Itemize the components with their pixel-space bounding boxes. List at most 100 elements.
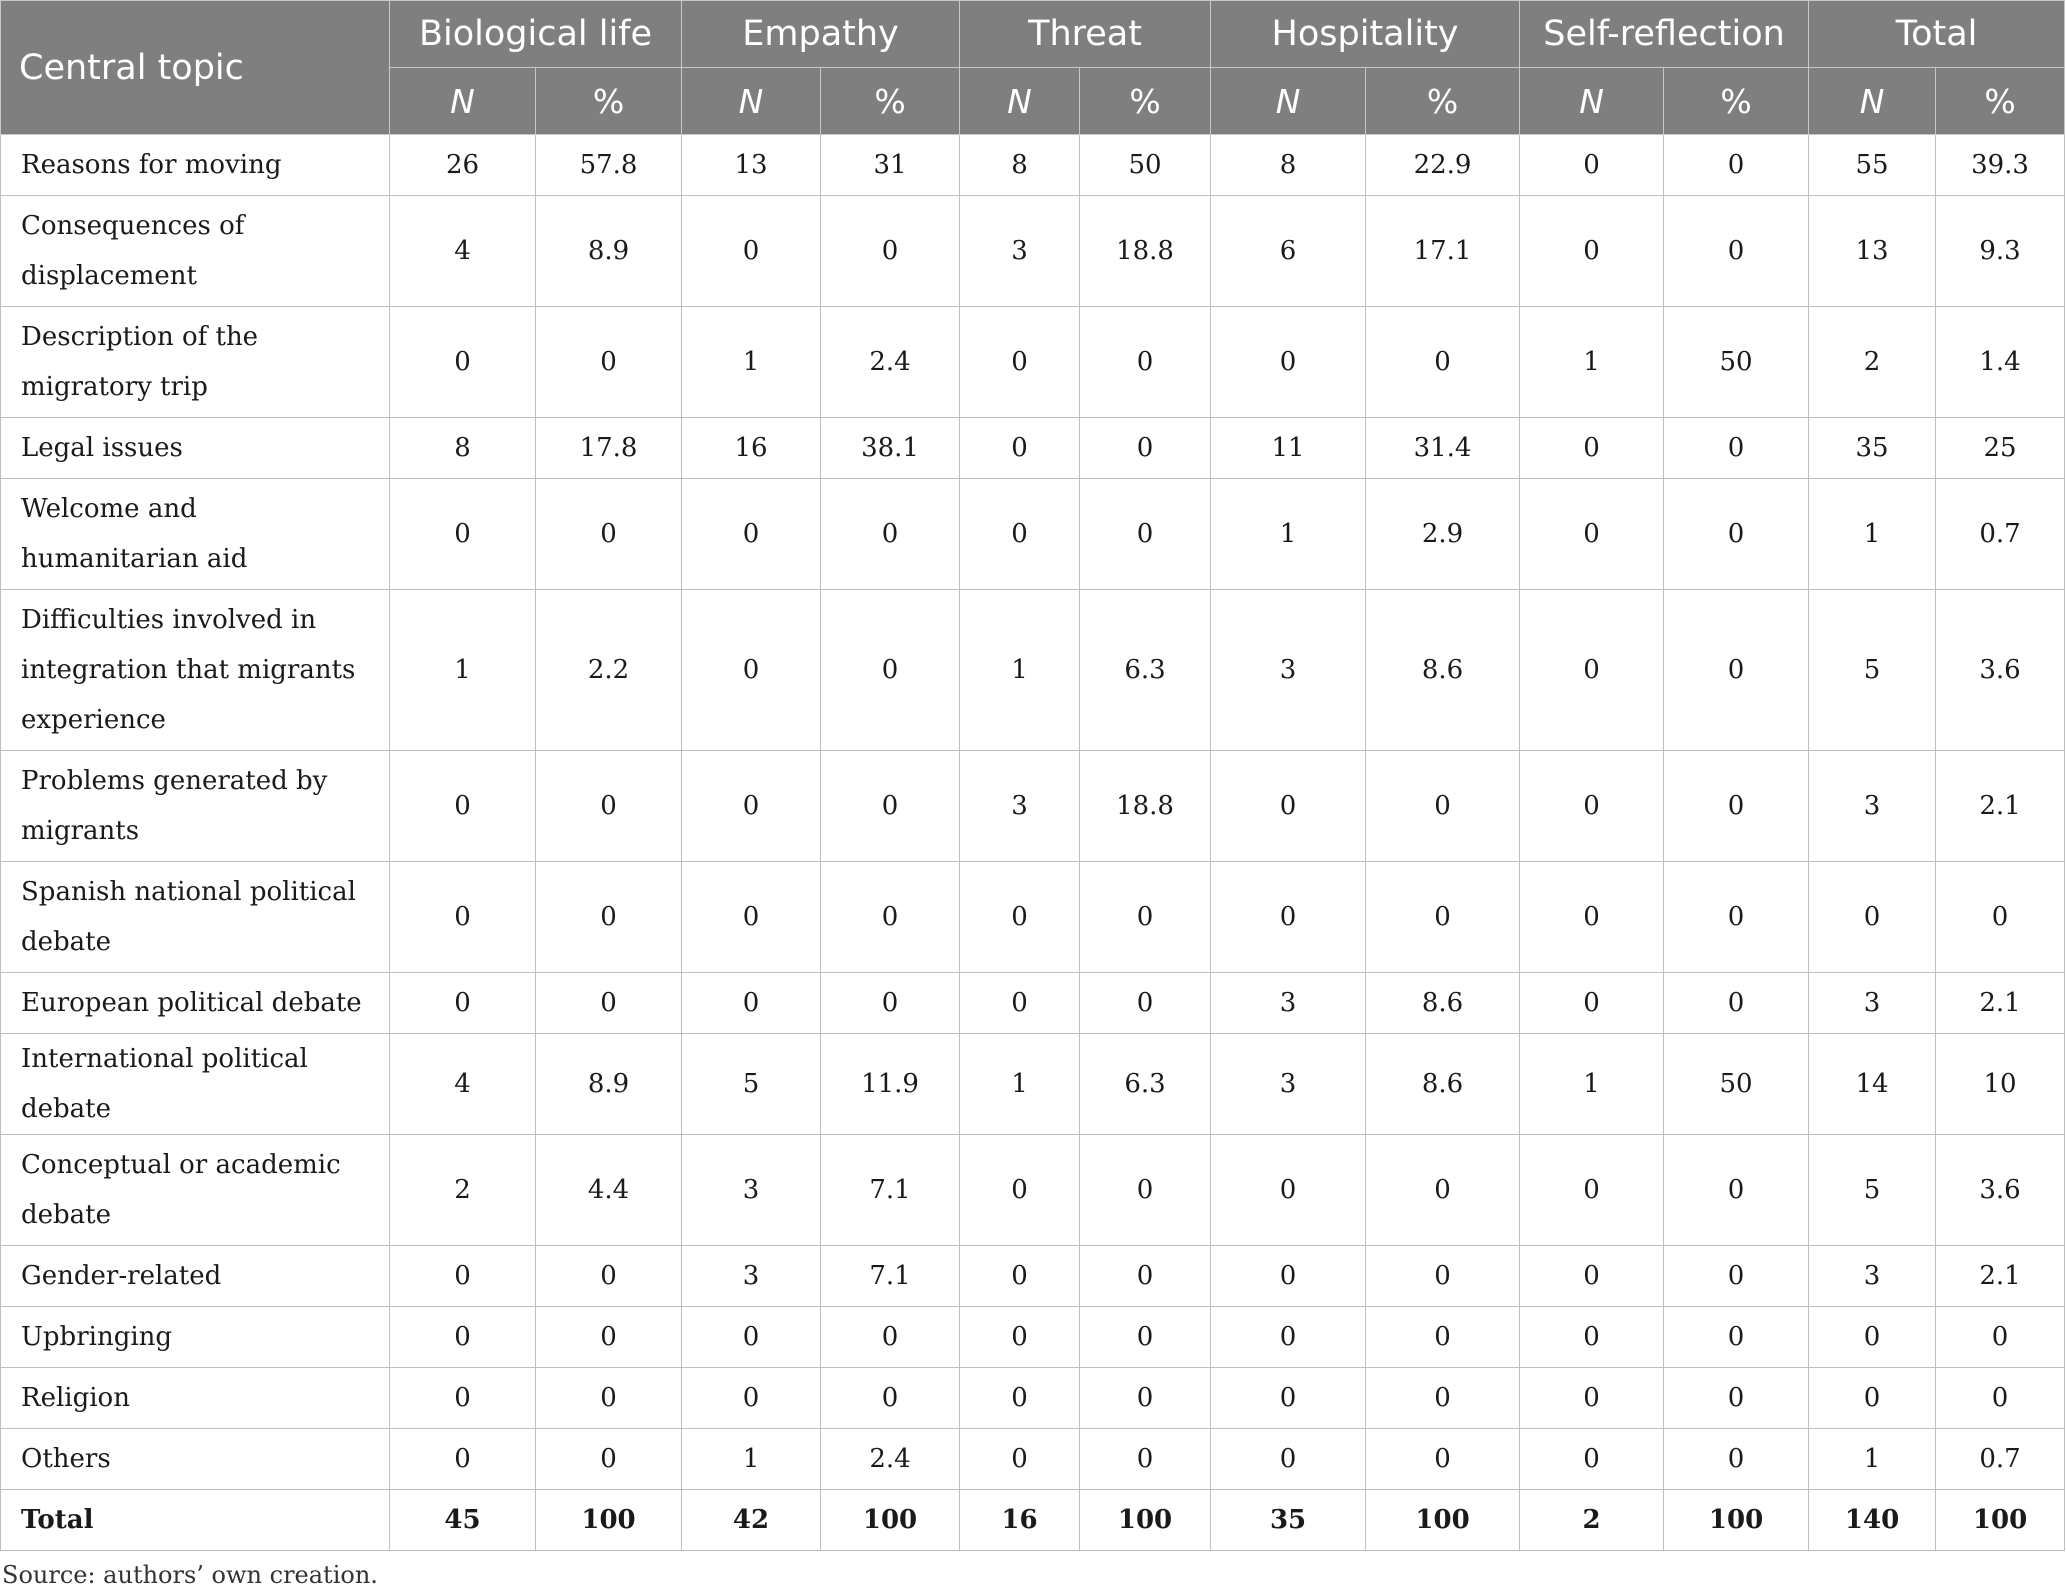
cell-percent: 0 [1079, 1428, 1212, 1490]
cell-n: 0 [681, 972, 822, 1034]
cell-percent: 0 [1365, 861, 1521, 973]
cell-percent: 8.9 [534, 195, 683, 307]
cell-percent: 0 [1663, 478, 1810, 590]
row-label: Consequences of displacement [0, 195, 390, 307]
cell-percent: 2.2 [534, 589, 683, 751]
column-group-threat: Threat [959, 0, 1212, 68]
cell-percent: 100 [820, 1489, 961, 1551]
cell-percent: 6.3 [1079, 1033, 1212, 1135]
cell-percent: 0 [820, 589, 961, 751]
row-label: International political debate [0, 1033, 390, 1135]
cell-percent: 0 [1365, 1306, 1521, 1368]
cell-n: 5 [681, 1033, 822, 1135]
cell-n: 26 [389, 134, 536, 196]
column-group-hospitality: Hospitality [1210, 0, 1521, 68]
cell-n: 1 [1519, 1033, 1665, 1135]
cell-percent: 8.9 [534, 1033, 683, 1135]
cell-n: 0 [681, 1306, 822, 1368]
cell-n: 2 [389, 1134, 536, 1246]
cell-n: 1 [959, 1033, 1081, 1135]
subheader-percent: % [1935, 67, 2066, 135]
cell-percent: 0 [1079, 306, 1212, 418]
row-label: Reasons for moving [0, 134, 390, 196]
cell-n: 140 [1808, 1489, 1937, 1551]
cell-n: 3 [1808, 750, 1937, 862]
cell-n: 0 [1519, 1306, 1665, 1368]
cell-n: 6 [1210, 195, 1367, 307]
cell-n: 0 [681, 750, 822, 862]
cell-n: 0 [959, 306, 1081, 418]
cell-n: 0 [1519, 1245, 1665, 1307]
cell-percent: 0.7 [1935, 478, 2066, 590]
table-row: Conceptual or academic debate 2 4.4 3 7.1 0 0 0… [0, 1134, 2066, 1246]
table-row: Legal issues 8 17.8 16 38.1 0 0 11 31.4 0 0 35 25 [0, 417, 2066, 479]
cell-n: 0 [681, 589, 822, 751]
cell-percent: 18.8 [1079, 195, 1212, 307]
cell-n: 3 [1808, 1245, 1937, 1307]
cell-percent: 0 [1365, 1134, 1521, 1246]
cell-percent: 0 [1935, 861, 2066, 973]
cell-percent: 0 [534, 861, 683, 973]
subheader-n: N [1519, 67, 1665, 135]
cell-percent: 0 [820, 1367, 961, 1429]
cell-percent: 2.1 [1935, 1245, 2066, 1307]
row-label: Spanish national political debate [0, 861, 390, 973]
cell-n: 0 [959, 1245, 1081, 1307]
table-row: Gender-related 0 0 3 7.1 0 0 0 0 0 0 3 2.1 [0, 1245, 2066, 1307]
cell-percent: 57.8 [534, 134, 683, 196]
subheader-percent: % [820, 67, 961, 135]
cell-n: 1 [1210, 478, 1367, 590]
cell-n: 1 [1519, 306, 1665, 418]
cell-percent: 17.1 [1365, 195, 1521, 307]
row-label: Conceptual or academic debate [0, 1134, 390, 1246]
cell-percent: 0 [1365, 306, 1521, 418]
cell-n: 0 [389, 478, 536, 590]
cell-n: 0 [681, 1367, 822, 1429]
source-note: Source: authors’ own creation. [2, 1561, 378, 1589]
table-row: Difficulties involved in integration tha… [0, 589, 2066, 751]
cell-percent: 100 [1663, 1489, 1810, 1551]
cell-n: 16 [681, 417, 822, 479]
cell-percent: 8.6 [1365, 1033, 1521, 1135]
cell-n: 0 [959, 861, 1081, 973]
row-label: Difficulties involved in integration tha… [0, 589, 390, 751]
cell-percent: 1.4 [1935, 306, 2066, 418]
cell-percent: 0 [1663, 972, 1810, 1034]
cell-n: 0 [1519, 1367, 1665, 1429]
cell-percent: 100 [1365, 1489, 1521, 1551]
cell-percent: 2.9 [1365, 478, 1521, 590]
cell-percent: 0 [1663, 1134, 1810, 1246]
cell-n: 35 [1210, 1489, 1367, 1551]
table-row: Upbringing 0 0 0 0 0 0 0 0 0 0 0 0 [0, 1306, 2066, 1368]
column-header-central-topic: Central topic [0, 0, 390, 135]
cell-n: 2 [1519, 1489, 1665, 1551]
cell-percent: 31 [820, 134, 961, 196]
cell-n: 4 [389, 195, 536, 307]
table-body: Reasons for moving 26 57.8 13 31 8 50 8 22.9 0 0 55… [0, 134, 2066, 1551]
cell-percent: 0 [820, 972, 961, 1034]
header-sub-row: N% N% N% N% N% N% [1, 67, 2066, 135]
table-row: Description of the migratory trip 0 0 1 2.4 0… [0, 306, 2066, 418]
cell-percent: 39.3 [1935, 134, 2066, 196]
cell-n: 13 [681, 134, 822, 196]
cell-percent: 0 [1663, 1367, 1810, 1429]
cell-n: 0 [1519, 589, 1665, 751]
row-label: Welcome and humanitarian aid [0, 478, 390, 590]
cell-n: 13 [1808, 195, 1937, 307]
table-row: Religion 0 0 0 0 0 0 0 0 0 0 0 0 [0, 1367, 2066, 1429]
cell-n: 5 [1808, 1134, 1937, 1246]
subheader-n: N [681, 67, 822, 135]
cell-n: 0 [1519, 972, 1665, 1034]
cell-n: 0 [1519, 195, 1665, 307]
row-label: Legal issues [0, 417, 390, 479]
cell-n: 11 [1210, 417, 1367, 479]
cell-percent: 17.8 [534, 417, 683, 479]
cell-percent: 50 [1079, 134, 1212, 196]
cell-n: 1 [1808, 1428, 1937, 1490]
column-group-total: Total [1808, 0, 2066, 68]
cell-percent: 7.1 [820, 1134, 961, 1246]
cell-percent: 10 [1935, 1033, 2066, 1135]
cell-percent: 22.9 [1365, 134, 1521, 196]
cell-n: 0 [1210, 861, 1367, 973]
row-label: Total [0, 1489, 390, 1551]
